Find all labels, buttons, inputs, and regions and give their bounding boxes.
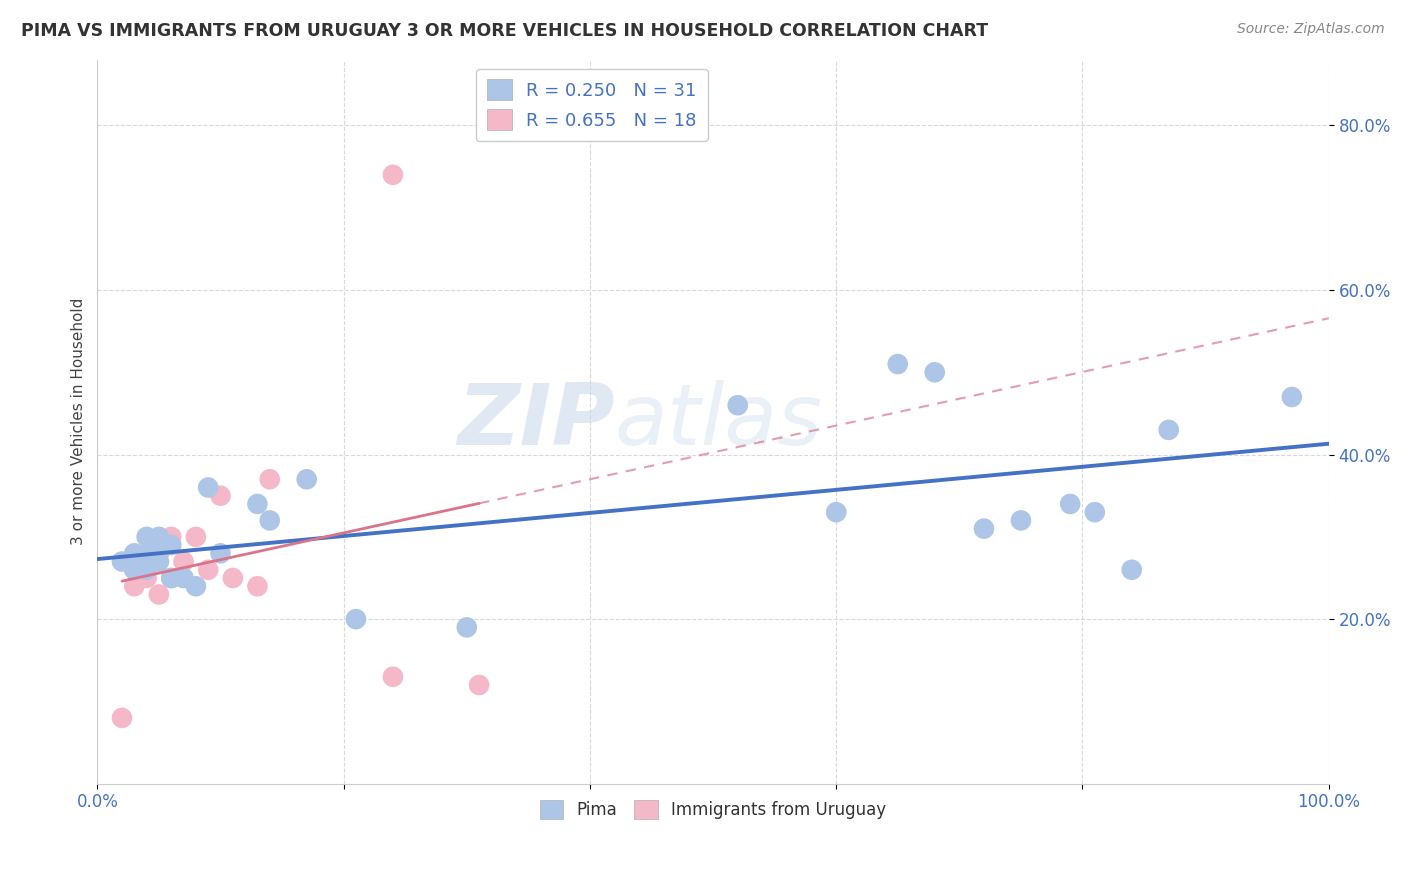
Point: [1084, 505, 1107, 519]
Point: [160, 538, 183, 552]
Point: [973, 522, 995, 536]
Point: [148, 530, 170, 544]
Point: [124, 579, 146, 593]
Point: [135, 563, 157, 577]
Point: [209, 489, 232, 503]
Point: [727, 398, 749, 412]
Point: [1059, 497, 1081, 511]
Text: atlas: atlas: [614, 380, 823, 463]
Point: [381, 670, 404, 684]
Point: [209, 546, 232, 560]
Point: [381, 168, 404, 182]
Point: [148, 587, 170, 601]
Point: [259, 513, 281, 527]
Text: PIMA VS IMMIGRANTS FROM URUGUAY 3 OR MORE VEHICLES IN HOUSEHOLD CORRELATION CHAR: PIMA VS IMMIGRANTS FROM URUGUAY 3 OR MOR…: [21, 22, 988, 40]
Point: [246, 497, 269, 511]
Point: [173, 555, 195, 569]
Point: [222, 571, 245, 585]
Point: [295, 472, 318, 486]
Point: [111, 711, 134, 725]
Point: [1281, 390, 1303, 404]
Point: [135, 563, 157, 577]
Point: [197, 563, 219, 577]
Point: [259, 472, 281, 486]
Point: [887, 357, 910, 371]
Point: [1121, 563, 1143, 577]
Point: [148, 546, 170, 560]
Text: ZIP: ZIP: [457, 380, 614, 463]
Point: [924, 365, 946, 379]
Point: [184, 579, 207, 593]
Point: [148, 555, 170, 569]
Point: [1157, 423, 1180, 437]
Point: [111, 555, 134, 569]
Point: [160, 571, 183, 585]
Point: [148, 538, 170, 552]
Point: [160, 571, 183, 585]
Text: Source: ZipAtlas.com: Source: ZipAtlas.com: [1237, 22, 1385, 37]
Point: [456, 620, 478, 634]
Point: [197, 481, 219, 495]
Point: [184, 530, 207, 544]
Legend: Pima, Immigrants from Uruguay: Pima, Immigrants from Uruguay: [533, 794, 893, 826]
Point: [124, 546, 146, 560]
Point: [135, 571, 157, 585]
Point: [124, 563, 146, 577]
Point: [135, 546, 157, 560]
Point: [173, 571, 195, 585]
Y-axis label: 3 or more Vehicles in Household: 3 or more Vehicles in Household: [72, 298, 86, 545]
Point: [135, 530, 157, 544]
Point: [246, 579, 269, 593]
Point: [160, 530, 183, 544]
Point: [825, 505, 848, 519]
Point: [468, 678, 491, 692]
Point: [344, 612, 367, 626]
Point: [1010, 513, 1032, 527]
